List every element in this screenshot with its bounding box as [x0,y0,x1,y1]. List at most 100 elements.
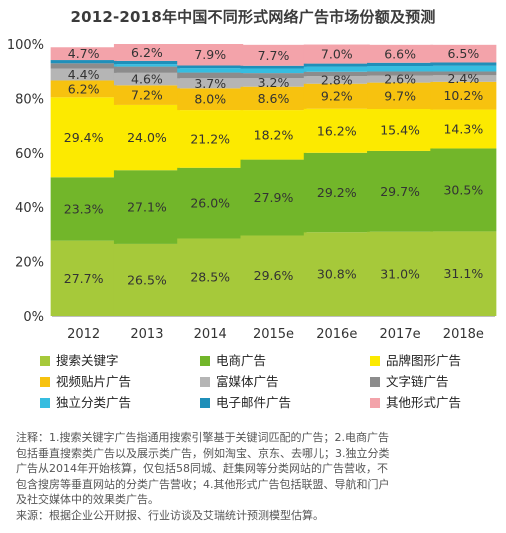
bar-segment [50,177,117,241]
legend-label: 其他形式广告 [386,395,462,410]
bar-value-label: 6.5% [447,46,479,61]
y-tick-label: 60% [15,147,44,162]
bar-segment [240,110,307,160]
bar-segment [303,108,370,153]
bar-segment [113,104,180,171]
stacked-bar-chart: 0% 20% 40% 60% 80% 100% 2012 2013 2014 2015e 2016e… [7,38,497,342]
chart-notes: 注释：1.搜索关键字广告指通用搜索引擎基于关键词匹配的广告；2.电商广告 包括垂… [16,430,494,523]
bar-value-label: 27.1% [127,200,167,215]
legend-label: 搜索关键字 [56,353,119,368]
bar-value-label: 9.2% [321,89,353,104]
legend-swatch [40,397,50,408]
bar-segment [430,231,497,316]
bar-value-label: 14.3% [443,122,483,137]
chart-axes: 0% 20% 40% 60% 80% 100% 2012 2013 2014 2015e 2016e… [7,38,495,342]
bar-segment [50,80,117,98]
x-tick-label: 2012 [67,327,100,342]
bar-segment [303,63,370,67]
legend-item: 富媒体广告 [200,373,279,391]
bar-value-label: 26.5% [127,272,167,287]
bar-value-label: 8.0% [194,92,226,107]
bar-segment [367,231,434,316]
bar-segment [177,238,244,316]
bar-value-label: 27.7% [64,271,104,286]
bar-segment [177,44,244,66]
bar-segment [177,88,244,111]
bar-segment [240,235,307,316]
x-tick-label: 2014 [194,327,227,342]
bar-value-label: 29.2% [317,185,357,200]
legend-label: 独立分类广告 [56,395,132,410]
bar-segment [113,64,180,67]
bar-value-label: 26.0% [190,196,230,211]
bar-segment [367,82,434,110]
legend-swatch [40,355,50,366]
legend-item: 搜索关键字 [40,352,119,370]
bar-segment [367,71,434,76]
bar-value-label: 2.6% [384,72,416,87]
legend-item: 电子邮件广告 [200,394,291,412]
bar-value-label: 8.6% [258,91,290,106]
y-tick-label: 20% [15,256,44,271]
chart-data-labels: 27.7%23.3%29.4%6.2%4.4%4.7%26.5%27.1%24.… [64,45,484,288]
legend-swatch [370,376,380,387]
bar-segment [113,170,180,244]
bar-segment [303,232,370,316]
bar-value-label: 3.7% [194,76,226,91]
bar-value-label: 31.1% [443,266,483,281]
bar-segment [240,65,307,69]
bar-segment [303,76,370,84]
chart-title: 2012-2018年中国不同形式网络广告市场份额及预测 [70,8,436,26]
legend-label: 电子邮件广告 [216,395,292,410]
bar-segment [303,66,370,72]
bar-value-label: 9.7% [384,88,416,103]
bar-segment [113,85,180,105]
bar-value-label: 21.2% [190,131,230,146]
x-tick-label: 2016e [316,327,357,342]
bar-value-label: 4.4% [68,67,100,82]
bar-segment [430,71,497,76]
bar-segment [50,68,117,81]
x-tick-label: 2018e [443,327,484,342]
bar-segment [113,72,180,86]
bar-segment [303,44,370,64]
legend-label: 电商广告 [216,353,267,368]
bar-value-label: 29.4% [64,130,104,145]
legend-swatch [370,355,380,366]
bar-segment [367,66,434,72]
legend-item: 文字链广告 [370,373,449,391]
y-tick-label: 40% [15,201,44,216]
bar-value-label: 18.2% [254,127,294,142]
bar-segment [430,75,497,82]
bar-segment [177,65,244,69]
y-tick-label: 0% [23,310,44,325]
bar-segment [240,86,307,111]
note-line-3: 广告从2014年开始核算，仅包括58同城、赶集网等分类网站的广告营收，不 [16,462,388,475]
legend-item: 独立分类广告 [40,394,131,412]
bar-segment [113,60,180,65]
bar-value-label: 30.5% [443,182,483,197]
bar-value-label: 2.4% [447,71,479,86]
bar-value-label: 28.5% [190,270,230,285]
bar-segment [240,159,307,236]
legend-label: 文字链广告 [386,374,449,389]
bar-segment [240,78,307,87]
bar-segment [50,47,117,61]
bar-value-label: 2.8% [321,72,353,87]
legend-label: 富媒体广告 [216,374,279,389]
bar-segment [430,81,497,110]
bar-segment [50,97,117,178]
bar-value-label: 6.6% [384,46,416,61]
bar-segment [430,44,497,63]
bar-value-label: 16.2% [317,123,357,138]
legend-swatch [200,397,210,408]
bar-segment [303,152,370,233]
legend-item: 电商广告 [200,352,266,370]
note-line-4: 包含搜房等垂直网站的分类广告营收；4.其他形式广告包括联盟、导航和门户 [16,477,390,491]
bar-segment [113,44,180,61]
bar-segment [177,72,244,79]
bar-segment [430,109,497,149]
bar-value-label: 10.2% [443,88,483,103]
bar-value-label: 4.7% [68,46,100,61]
bar-segment [303,71,370,77]
